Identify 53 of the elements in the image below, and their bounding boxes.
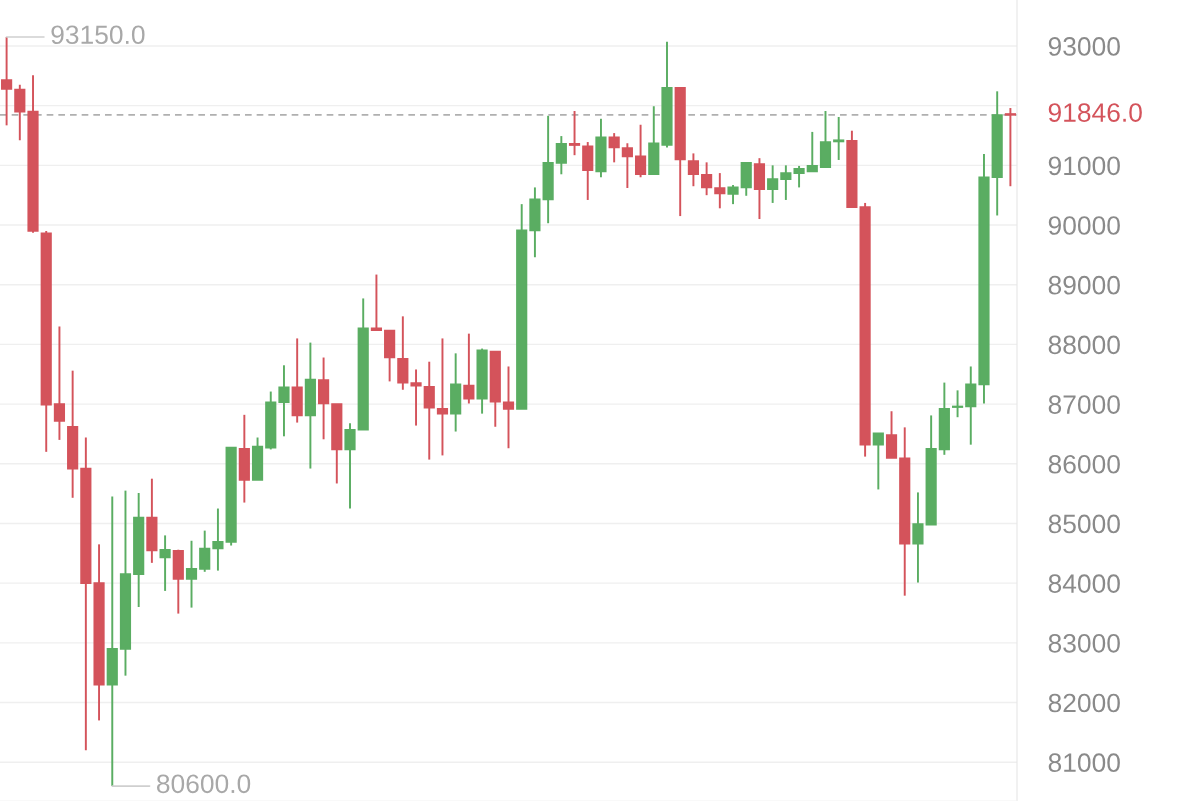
candlestick [185, 539, 198, 609]
candlestick [568, 110, 581, 157]
candlestick [767, 164, 779, 204]
annotation: 93150.0 [51, 25, 145, 45]
candlestick [608, 132, 620, 164]
candlestick [212, 507, 224, 572]
y-tick-label: 84000 [1048, 574, 1120, 593]
candlestick [199, 529, 211, 573]
candlestick [344, 422, 356, 510]
candlestick [423, 360, 435, 461]
y-tick-label: 86000 [1048, 454, 1120, 474]
candlestick [965, 365, 977, 446]
candlestick [872, 432, 884, 491]
candlestick [14, 83, 26, 142]
y-tick-label: 90000 [1048, 216, 1120, 235]
candlestick [370, 273, 383, 332]
candlestick [555, 135, 567, 176]
candlestick [463, 332, 475, 405]
candlestick [53, 325, 66, 441]
annotation: 80600.0 [157, 774, 251, 794]
candlestick [780, 164, 792, 201]
y-tick-label: 87000 [1048, 395, 1120, 414]
candlestick [397, 315, 409, 391]
candlestick [806, 130, 818, 173]
y-tick-label: 85000 [1048, 514, 1120, 534]
y-tick-label: 93000 [1048, 37, 1120, 56]
candlestick [621, 142, 633, 189]
candlestick [912, 491, 924, 584]
y-tick-label: 88000 [1048, 335, 1120, 355]
candlestick [701, 161, 713, 197]
y-tick-label: 91000 [1048, 156, 1120, 176]
candlestick [159, 534, 171, 592]
candlestick [502, 365, 515, 450]
candlestick [793, 164, 805, 189]
candlestick [714, 172, 726, 210]
candlestick [582, 141, 594, 201]
candlestick [634, 123, 647, 179]
ref-line-label: 91846.0 [1048, 103, 1142, 122]
candlestick [436, 337, 449, 457]
y-tick-label: 82000 [1048, 693, 1120, 713]
y-tick-label: 89000 [1048, 275, 1120, 295]
candlestick [318, 356, 330, 441]
candlestick [833, 116, 845, 161]
candlestick [687, 152, 699, 188]
candlestick [1, 36, 13, 127]
candlestick [1004, 107, 1016, 188]
candlestick [278, 364, 290, 438]
candlestick [727, 184, 739, 206]
y-tick-label: 81000 [1048, 753, 1120, 773]
y-tick-label: 83000 [1048, 633, 1120, 653]
candlestick [885, 410, 898, 459]
candlestick [410, 368, 422, 427]
candlestick [951, 389, 964, 419]
